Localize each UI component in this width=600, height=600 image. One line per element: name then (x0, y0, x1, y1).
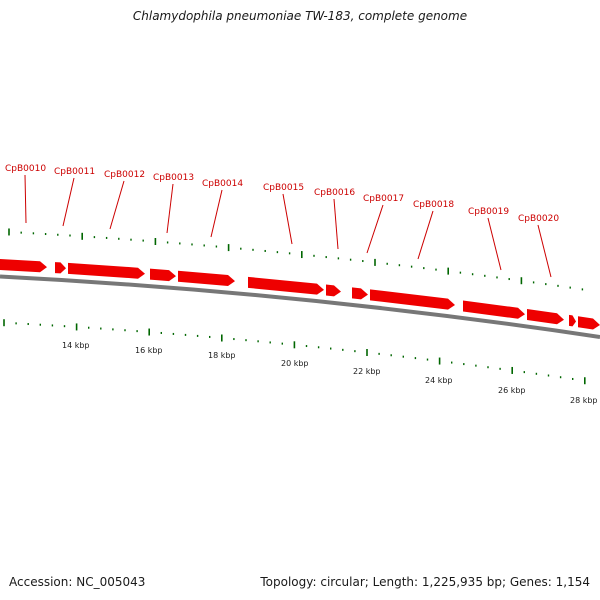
gene-arrow (55, 262, 66, 274)
scale-label: 26 kbp (498, 386, 526, 395)
scale-label: 18 kbp (208, 351, 236, 360)
accession-text: Accession: NC_005043 (9, 575, 146, 589)
gene-arrow (0, 259, 47, 273)
gene-label-leader (166, 183, 174, 234)
scale-tick-track (3, 319, 586, 385)
gene-label: CpB0012 (104, 170, 145, 180)
gene-arrow (326, 284, 341, 297)
scale-label: 16 kbp (135, 346, 163, 355)
scale-label-track: 14 kbp 16 kbp 18 kbp 20 kbp 22 kbp 24 kbp 26 k… (62, 341, 598, 405)
gene-label-leader (366, 204, 384, 254)
gene-label: CpB0014 (202, 179, 243, 189)
gene-label-leader (537, 224, 552, 278)
gene-label: CpB0015 (263, 183, 304, 193)
genome-backbone (0, 274, 600, 339)
gene-label-leader (487, 217, 502, 271)
gene-arrow (370, 289, 455, 310)
gene-arrow (248, 276, 324, 295)
gene-label-leader (282, 193, 293, 245)
gene-label: CpB0010 (5, 164, 46, 174)
scale-label: 20 kbp (281, 359, 309, 368)
gene-arrow (352, 287, 368, 300)
gene-arrow (150, 268, 176, 282)
scale-label: 28 kbp (570, 396, 598, 405)
outer-tick-track (8, 228, 584, 291)
scale-label: 14 kbp (62, 341, 90, 350)
gene-label: CpB0013 (153, 173, 194, 183)
gene-label: CpB0018 (413, 200, 454, 210)
gene-arrow (527, 308, 564, 325)
gene-arrow (178, 270, 235, 287)
gene-track (0, 259, 600, 330)
gene-label: CpB0016 (314, 188, 355, 198)
genome-summary-text: Topology: circular; Length: 1,225,935 bp… (260, 575, 590, 589)
gene-label-leader (210, 189, 223, 238)
gene-label: CpB0017 (363, 194, 404, 204)
gene-label-leader (333, 198, 339, 250)
gene-label-leader (62, 177, 75, 227)
gene-arrow (68, 262, 145, 279)
gene-label-track: CpB0010 CpB0011 CpB0012 CpB0013 CpB0014 CpB00… (5, 164, 559, 278)
gene-label: CpB0011 (54, 167, 95, 177)
gene-label-leader (24, 174, 27, 224)
gene-arrow (463, 300, 525, 319)
map-title: Chlamydophila pneumoniae TW-183, complet… (132, 9, 468, 23)
scale-label: 24 kbp (425, 376, 453, 385)
gene-label: CpB0019 (468, 207, 509, 217)
gene-label: CpB0020 (518, 214, 559, 224)
gene-arrow (578, 316, 600, 330)
gene-label-leader (109, 180, 125, 230)
scale-label: 22 kbp (353, 367, 381, 376)
gene-label-leader (417, 210, 434, 260)
gene-arrow (569, 314, 576, 327)
